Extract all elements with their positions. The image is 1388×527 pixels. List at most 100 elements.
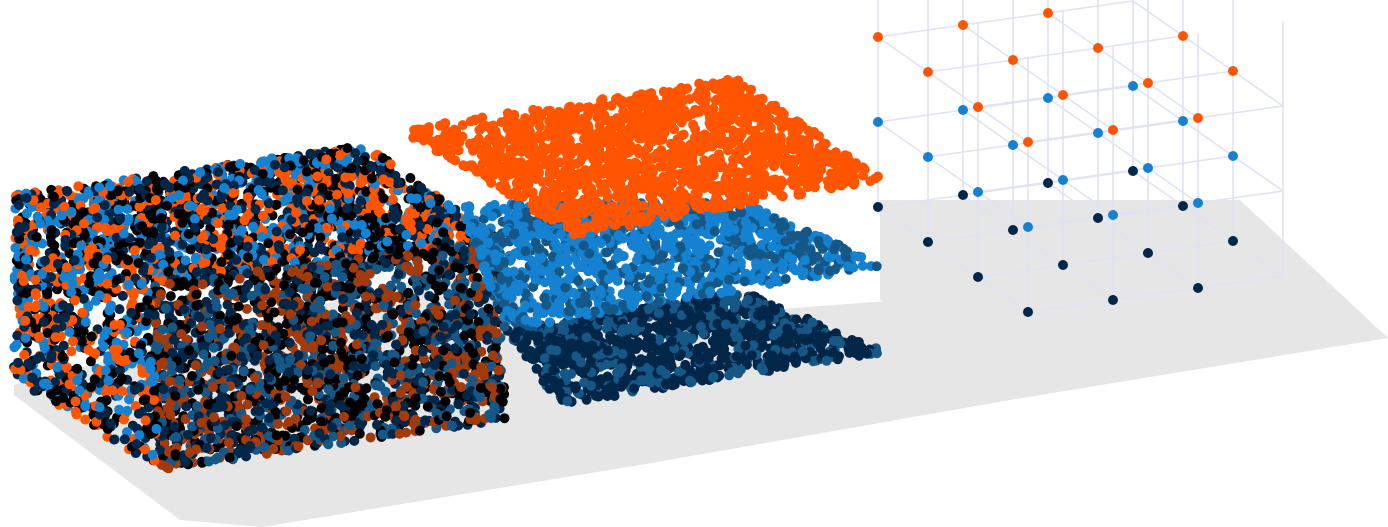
lattice-edge — [1232, 240, 1284, 277]
particle — [366, 162, 377, 173]
particle — [101, 254, 112, 265]
lattice-edge — [927, 144, 1014, 158]
particle — [12, 295, 23, 306]
particle — [223, 437, 234, 448]
lattice-edge — [877, 36, 929, 73]
particle — [394, 428, 405, 439]
particle — [286, 267, 297, 277]
particle — [391, 210, 402, 221]
particle — [356, 353, 367, 364]
lattice-edge — [1097, 35, 1184, 49]
particle — [319, 272, 330, 282]
particle — [134, 430, 145, 441]
particle — [391, 339, 401, 350]
particle — [167, 322, 178, 333]
particle — [51, 385, 62, 396]
particle — [189, 213, 200, 224]
particle — [31, 232, 42, 242]
particle — [124, 186, 135, 197]
particle — [321, 222, 332, 233]
particle — [88, 258, 99, 269]
particle — [84, 278, 95, 289]
particle — [156, 213, 167, 223]
particle — [191, 300, 202, 311]
particle — [85, 244, 96, 255]
particle — [366, 173, 377, 184]
particle — [378, 193, 389, 204]
particle — [305, 331, 316, 342]
particle — [109, 434, 120, 445]
particle — [271, 226, 282, 237]
particle — [418, 377, 429, 388]
particle — [285, 354, 296, 365]
lattice-edge — [1182, 120, 1234, 157]
particle — [236, 351, 247, 362]
particle — [446, 358, 457, 369]
particle — [14, 221, 25, 232]
particle — [135, 302, 145, 313]
particle — [242, 241, 253, 252]
particle — [202, 195, 213, 206]
particle — [429, 360, 440, 370]
particle — [22, 287, 33, 298]
particle — [140, 394, 151, 405]
particle — [456, 382, 467, 393]
particle — [250, 204, 261, 215]
particle — [331, 259, 342, 270]
particle — [140, 415, 151, 426]
particle — [119, 434, 130, 445]
particle — [118, 228, 129, 239]
particle — [270, 330, 281, 341]
particle — [64, 327, 75, 337]
particle — [181, 401, 192, 412]
particle — [173, 208, 184, 219]
particle — [344, 420, 355, 431]
particle — [321, 154, 332, 165]
particle — [302, 271, 313, 282]
particle — [466, 328, 477, 339]
particle — [258, 210, 268, 221]
lattice-edge — [1027, 299, 1114, 313]
particle — [348, 361, 359, 372]
lattice-edge — [1062, 252, 1149, 266]
particle — [74, 385, 85, 396]
particle — [343, 188, 354, 199]
lattice-edge — [1062, 94, 1114, 131]
particle — [264, 413, 275, 424]
particle — [449, 343, 460, 354]
particle — [105, 181, 115, 192]
lattice-edge — [962, 24, 1014, 61]
particle — [170, 449, 181, 460]
particle — [261, 177, 272, 188]
particle — [301, 283, 312, 294]
particle — [57, 351, 68, 362]
particle — [78, 207, 89, 217]
particle — [338, 373, 349, 383]
particle — [428, 247, 439, 258]
particle — [365, 432, 376, 443]
particle — [465, 309, 476, 320]
particle — [468, 348, 479, 359]
particle — [38, 317, 49, 327]
particle — [264, 271, 275, 282]
particle — [279, 171, 290, 182]
particle — [441, 411, 452, 422]
lattice-edge — [1047, 0, 1134, 14]
particle — [30, 288, 41, 299]
particle — [372, 419, 382, 430]
particle — [236, 444, 247, 455]
lattice-edge — [927, 241, 979, 278]
particle — [123, 213, 134, 224]
particle — [169, 421, 180, 432]
particle — [20, 332, 31, 343]
particle — [233, 235, 244, 246]
particle — [486, 408, 497, 419]
particle — [385, 159, 396, 170]
particle — [352, 156, 363, 167]
particle — [395, 224, 406, 234]
particle — [268, 443, 279, 454]
particle — [435, 386, 446, 397]
lattice-edge — [1232, 70, 1284, 107]
particle — [447, 420, 457, 431]
particle — [191, 267, 202, 278]
